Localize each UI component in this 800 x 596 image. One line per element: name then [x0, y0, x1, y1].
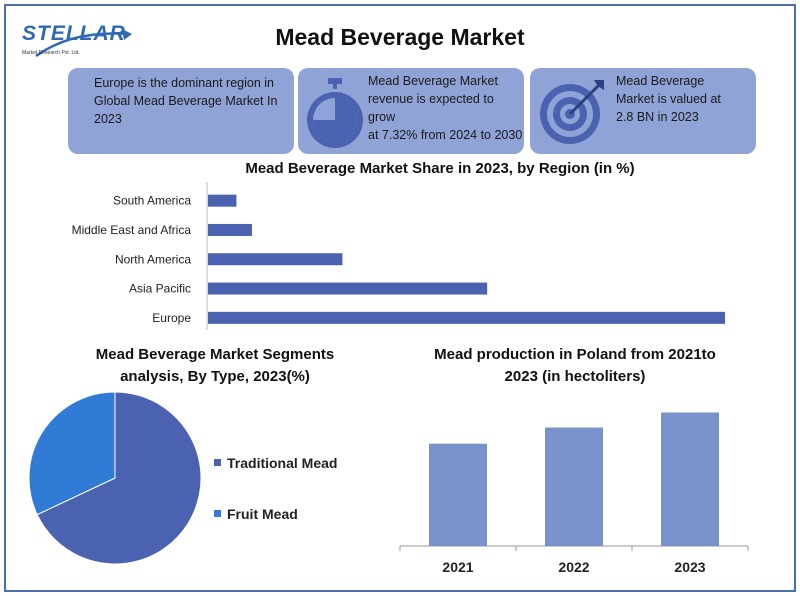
poland-title-line: 2023 (in hectoliters) — [504, 368, 646, 385]
region-tick-label: North America — [115, 252, 191, 266]
card-line: Mead Beverage — [616, 74, 705, 88]
pie-title-line: analysis, By Type, 2023(%) — [120, 368, 310, 385]
poland-title-line: Mead production in Poland from 2021to — [434, 346, 716, 363]
region-bar — [208, 282, 488, 295]
segment-pie-chart — [28, 391, 202, 565]
region-chart-title: Mead Beverage Market Share in 2023, by R… — [245, 160, 635, 177]
info-card-growth: Mead Beverage Market revenue is expected… — [298, 68, 524, 154]
logo — [18, 14, 132, 62]
poland-tick-label: 2021 — [442, 559, 473, 575]
legend-traditional-mead: Traditional Mead — [214, 455, 337, 471]
page-title: Mead Beverage Market — [275, 24, 525, 50]
region-tick-label: Europe — [152, 311, 191, 325]
poland-bar — [661, 412, 719, 546]
poland-tick-label: 2022 — [558, 559, 589, 575]
stopwatch-icon — [307, 78, 363, 148]
legend-swatch — [214, 458, 221, 466]
card-line: Market is valued at — [616, 92, 721, 106]
logo-swoosh-icon — [35, 29, 132, 58]
card-line: Europe is the dominant region in — [94, 76, 274, 90]
pie-slice — [28, 391, 116, 516]
info-card-value: Mead Beverage Market is valued at 2.8 BN… — [530, 68, 756, 154]
legend-swatch — [214, 509, 221, 517]
legend-fruit-mead: Fruit Mead — [214, 506, 298, 522]
region-tick-label: Asia Pacific — [129, 282, 191, 296]
poland-production-chart: 2021 2022 2023 — [399, 412, 749, 575]
pie-slice — [36, 391, 202, 565]
region-bar — [208, 311, 725, 324]
poland-bar — [429, 443, 487, 546]
card-line: revenue is expected to grow — [368, 92, 494, 124]
legend-label: Traditional Mead — [227, 455, 338, 471]
card-line: 2.8 BN in 2023 — [616, 110, 699, 124]
target-icon — [540, 80, 604, 144]
logo-name: STELLAR — [22, 22, 126, 45]
logo-tagline: Market Research Pvt. Ltd. — [22, 50, 80, 56]
region-bar — [208, 223, 252, 236]
card-line: at 7.32% from 2024 to 2030 — [368, 128, 523, 142]
poland-chart-title: Mead production in Poland from 2021to 20… — [400, 344, 750, 388]
card-line: 2023 — [94, 112, 122, 126]
pie-title-line: Mead Beverage Market Segments — [95, 346, 335, 363]
pie-chart-title: Mead Beverage Market Segments analysis, … — [60, 344, 370, 388]
card-line: Mead Beverage Market — [368, 74, 498, 88]
page-frame — [4, 4, 796, 592]
region-share-chart: South America Middle East and Africa North… — [72, 182, 725, 330]
legend-label: Fruit Mead — [227, 506, 298, 522]
region-tick-label: South America — [113, 194, 191, 208]
poland-bar — [545, 427, 603, 546]
card-line: Global Mead Beverage Market In — [94, 94, 278, 108]
region-bar — [208, 253, 343, 266]
region-bar — [208, 194, 237, 207]
poland-tick-label: 2023 — [674, 559, 705, 575]
info-card-region: Europe is the dominant region in Global … — [68, 68, 294, 154]
region-tick-label: Middle East and Africa — [72, 223, 192, 237]
